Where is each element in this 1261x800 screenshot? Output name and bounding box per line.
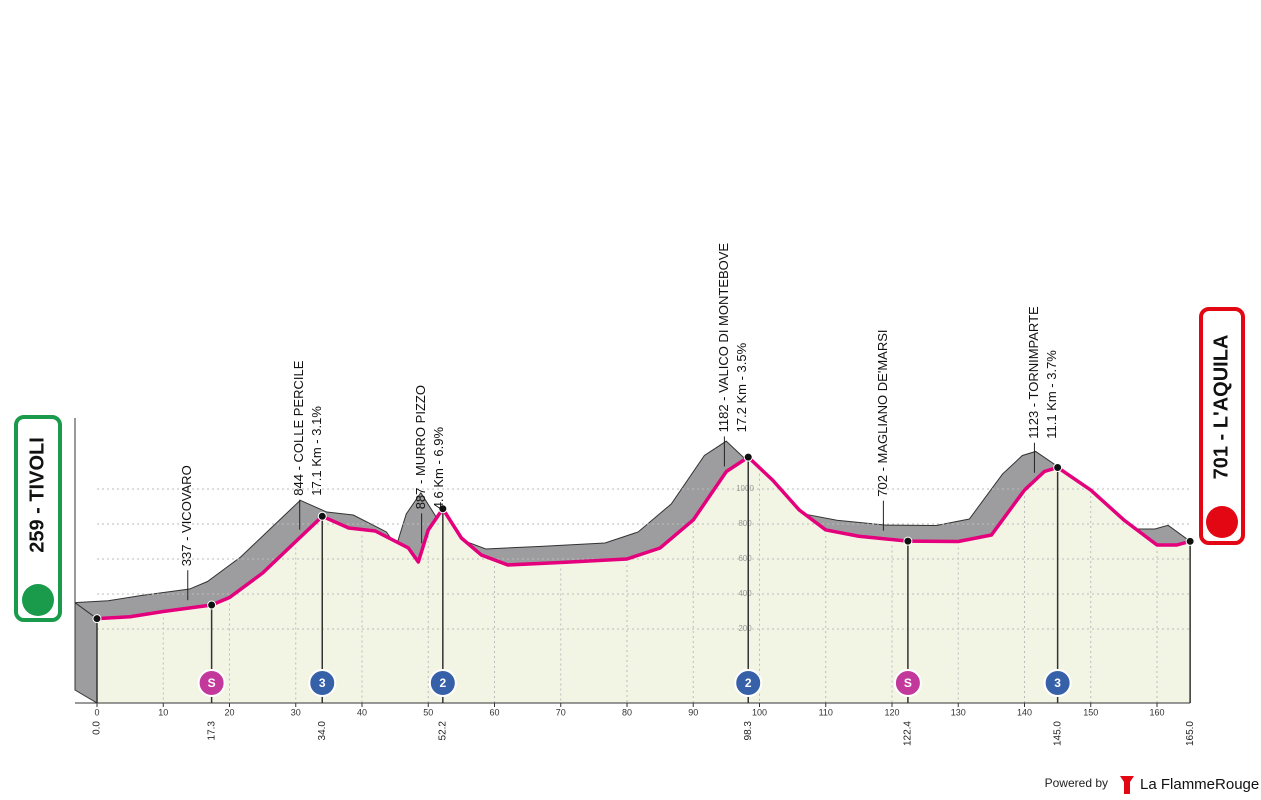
annotation-text: 702 - MAGLIANO DE'MARSI xyxy=(875,329,890,496)
footer-powered: Powered by xyxy=(1045,776,1108,790)
start-icon xyxy=(22,584,54,616)
start-label: 259 - TIVOLI xyxy=(26,437,48,553)
y-tick-label: 400 xyxy=(738,589,752,598)
x-tick-label: 150 xyxy=(1083,707,1098,717)
x-tick-label: 140 xyxy=(1017,707,1032,717)
annotation-text: 1182 - VALICO DI MONTEBOVE xyxy=(716,243,731,433)
x-tick-label: 30 xyxy=(291,707,301,717)
km-marker-dot xyxy=(1053,462,1063,472)
x-tick-label: 60 xyxy=(489,707,499,717)
icon-text: S xyxy=(904,676,912,690)
km-marker-dot xyxy=(92,614,102,624)
km-marker-label: 17.3 xyxy=(206,721,217,741)
icon-text: 3 xyxy=(1054,676,1061,690)
footer-brand: La FlammeRouge xyxy=(1140,776,1259,793)
icon-badge xyxy=(308,669,337,697)
x-tick-label: 110 xyxy=(819,707,833,717)
profile-area xyxy=(97,457,1191,703)
x-tick-label: 10 xyxy=(158,707,168,717)
x-tick-label: 90 xyxy=(688,707,698,717)
y-tick-label: 800 xyxy=(738,519,752,528)
icon-badge xyxy=(734,669,763,697)
annotation-text: 1123 - TORNIMPARTE xyxy=(1026,306,1041,439)
x-tick-label: 160 xyxy=(1149,707,1164,717)
x-tick-label: 0 xyxy=(94,707,99,717)
start-badge xyxy=(14,415,62,622)
annotation-text: 11.1 Km - 3.7% xyxy=(1044,350,1059,439)
annotation-text: 4.6 Km - 6.9% xyxy=(431,426,446,509)
km-marker-label: 122.4 xyxy=(903,721,914,746)
icon-text: S xyxy=(208,676,216,690)
km-marker-label: 34.0 xyxy=(317,721,328,741)
km-marker-dot xyxy=(1185,536,1195,546)
x-tick-label: 130 xyxy=(951,707,966,717)
finish-badge xyxy=(1199,307,1245,545)
km-marker-dot xyxy=(743,452,753,462)
km-marker-dot xyxy=(207,600,217,610)
annotation-text: 17.2 Km - 3.5% xyxy=(734,342,749,432)
icon-badge xyxy=(893,669,922,697)
km-marker-dot xyxy=(903,536,913,546)
icon-text: 3 xyxy=(319,676,326,690)
km-marker-label: 165.0 xyxy=(1185,721,1196,746)
icon-text: 2 xyxy=(745,676,752,690)
x-tick-label: 120 xyxy=(884,707,899,717)
km-marker-label: 52.2 xyxy=(437,721,448,741)
km-marker-dot xyxy=(438,504,448,514)
x-tick-label: 40 xyxy=(357,707,367,717)
finish-icon xyxy=(1206,506,1238,538)
icon-badge xyxy=(197,669,226,697)
km-marker-dot xyxy=(317,511,327,521)
km-marker-label: 145.0 xyxy=(1052,721,1063,746)
y-tick-label: 200 xyxy=(738,624,752,633)
y-tick-label: 1000 xyxy=(736,484,754,493)
icon-text: 2 xyxy=(439,676,446,690)
annotation-text: 17.1 Km - 3.1% xyxy=(309,406,324,496)
y-tick-label: 600 xyxy=(738,554,752,563)
x-tick-label: 80 xyxy=(622,707,632,717)
annotation-text: 844 - COLLE PERCILE xyxy=(291,360,306,495)
footer-logo xyxy=(1120,776,1134,794)
km-marker-label: 0.0 xyxy=(92,721,103,735)
x-tick-label: 50 xyxy=(423,707,433,717)
x-tick-label: 20 xyxy=(224,707,234,717)
icon-badge xyxy=(1043,669,1072,697)
finish-label: 701 - L'AQUILA xyxy=(1210,335,1232,480)
annotation-text: 337 - VICOVARO xyxy=(179,465,194,566)
x-tick-label: 100 xyxy=(752,707,767,717)
profile-line xyxy=(96,455,1191,621)
annotation-text: 887 - MURRO PIZZO xyxy=(413,385,428,509)
x-tick-label: 70 xyxy=(556,707,566,717)
km-marker-label: 98.3 xyxy=(743,721,754,741)
icon-badge xyxy=(428,669,457,697)
